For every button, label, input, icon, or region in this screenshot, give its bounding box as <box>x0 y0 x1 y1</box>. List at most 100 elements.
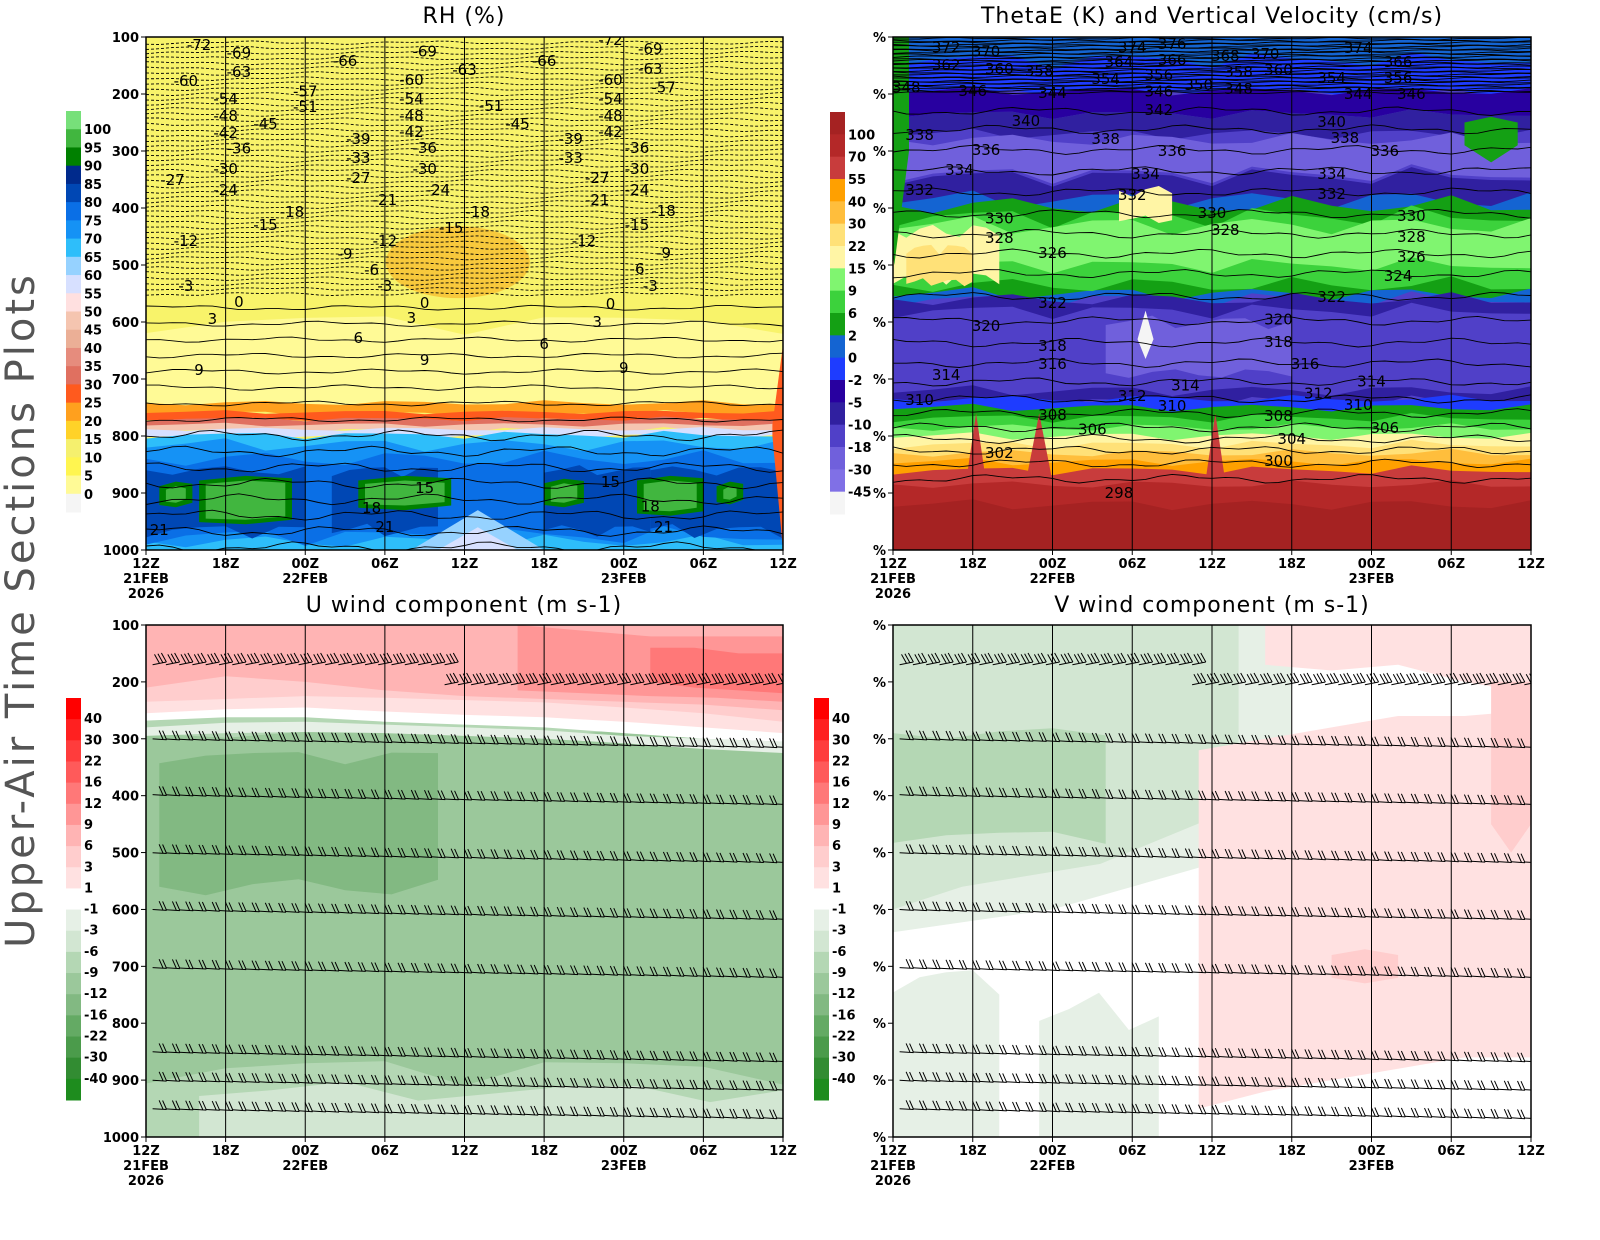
colorbar-box <box>66 740 81 762</box>
wind-barb <box>404 733 420 744</box>
colorbar-label: 2 <box>848 329 857 344</box>
colorbar-label: 70 <box>84 233 102 248</box>
wind-barb <box>258 652 273 666</box>
wind-barb <box>510 1076 526 1087</box>
wind-barb <box>577 1049 592 1060</box>
contour-label: 328 <box>985 229 1014 247</box>
colorbar-label: -6 <box>84 945 98 960</box>
wind-barb <box>1032 902 1047 913</box>
y-tick-label: % <box>873 1017 886 1032</box>
wind-barb <box>1165 1104 1180 1114</box>
wind-barb <box>683 793 698 804</box>
wind-barb <box>418 848 433 858</box>
colorbar-label: 90 <box>84 160 102 175</box>
contour-label: 9 <box>194 361 204 379</box>
wind-barbs <box>899 652 1531 1120</box>
colorbar-label: -9 <box>832 966 846 981</box>
x-tick-label: 06Z <box>1118 557 1146 572</box>
wind-barb <box>1191 652 1207 666</box>
wind-barb <box>912 1043 928 1054</box>
wind-barb <box>232 902 247 913</box>
wind-barb <box>550 964 566 975</box>
wind-barb <box>1165 1075 1180 1086</box>
wind-barb <box>179 652 194 666</box>
wind-barb <box>643 1107 659 1118</box>
wind-barb <box>776 1081 783 1091</box>
wind-barb <box>563 965 579 976</box>
wind-barb <box>603 736 619 746</box>
wind-barb <box>590 965 605 976</box>
colorbar-box <box>66 973 81 995</box>
colorbar: 100 70 55 40 30 22 15 9 6 2 0 -2 -5 -10 -18 -30 -45 <box>830 112 875 515</box>
shaded-region <box>199 1081 783 1137</box>
colorbar-box <box>66 1015 81 1038</box>
wind-barb <box>776 910 783 920</box>
colorbar-label: 9 <box>848 285 857 300</box>
wind-barb <box>590 1078 605 1089</box>
contour-label: 6 <box>354 329 364 347</box>
wind-barb <box>683 1051 698 1062</box>
wind-barb <box>1311 1049 1327 1060</box>
wind-barb <box>912 844 928 855</box>
wind-barb <box>1059 1073 1074 1084</box>
wind-barb <box>1351 850 1366 861</box>
wind-barb <box>404 1046 420 1057</box>
colorbar-label: 16 <box>832 776 850 791</box>
wind-barb <box>152 900 168 911</box>
wind-barb <box>656 793 672 804</box>
wind-barb <box>1218 1076 1234 1087</box>
wind-barb <box>1231 963 1247 974</box>
wind-barb <box>1178 1075 1194 1086</box>
wind-barb <box>510 849 526 860</box>
wind-barb <box>979 845 994 856</box>
wind-barb <box>926 844 941 855</box>
y-tick-label: % <box>873 202 886 217</box>
wind-barb <box>1192 963 1207 974</box>
contour-label: 338 <box>905 126 934 144</box>
wind-barb <box>1165 904 1180 915</box>
wind-barb <box>245 960 260 971</box>
wind-barb <box>952 1043 968 1054</box>
wind-barb <box>939 1100 954 1111</box>
wind-barb <box>1497 794 1513 805</box>
wind-barb <box>670 966 685 977</box>
colorbar-label: 30 <box>84 733 102 748</box>
x-tick-label: 18Z <box>212 557 240 572</box>
wind-barb <box>763 1080 778 1091</box>
wind-barb <box>630 966 645 977</box>
shaded-region <box>550 483 578 503</box>
wind-barb <box>524 849 539 860</box>
colorbar-label: -9 <box>84 966 98 981</box>
colorbar-box <box>66 909 81 932</box>
contour-label: -63 <box>227 63 252 81</box>
contour-label: 346 <box>1145 83 1174 101</box>
contour-line <box>146 173 783 179</box>
contour-label: 318 <box>1264 333 1293 351</box>
contour-label: -33 <box>558 149 583 167</box>
x-year-label: 2026 <box>875 1174 911 1189</box>
x-year-label: 2026 <box>128 587 164 602</box>
wind-barb <box>245 731 260 742</box>
colorbar-label: -30 <box>848 463 872 478</box>
wind-barb <box>1351 736 1366 746</box>
colorbar-box <box>814 1036 829 1059</box>
wind-barb <box>709 1051 725 1062</box>
wind-barb <box>338 652 353 666</box>
colorbar-box <box>66 183 81 203</box>
wind-barb <box>484 734 499 745</box>
shaded-region <box>906 244 973 287</box>
wind-barb <box>926 1100 941 1111</box>
wind-barb <box>939 652 954 666</box>
wind-barb <box>497 1076 513 1087</box>
wind-barb <box>351 847 367 857</box>
wind-barb <box>670 672 685 686</box>
wind-barb <box>524 672 539 686</box>
y-tick-label: % <box>873 903 886 918</box>
wind-barb <box>1085 1045 1101 1056</box>
wind-barb <box>1351 792 1366 803</box>
wind-barb <box>152 652 167 666</box>
contour-label: -30 <box>412 160 437 178</box>
wind-barb <box>749 852 765 863</box>
wind-barb <box>245 1101 260 1112</box>
wind-barb <box>736 967 751 978</box>
